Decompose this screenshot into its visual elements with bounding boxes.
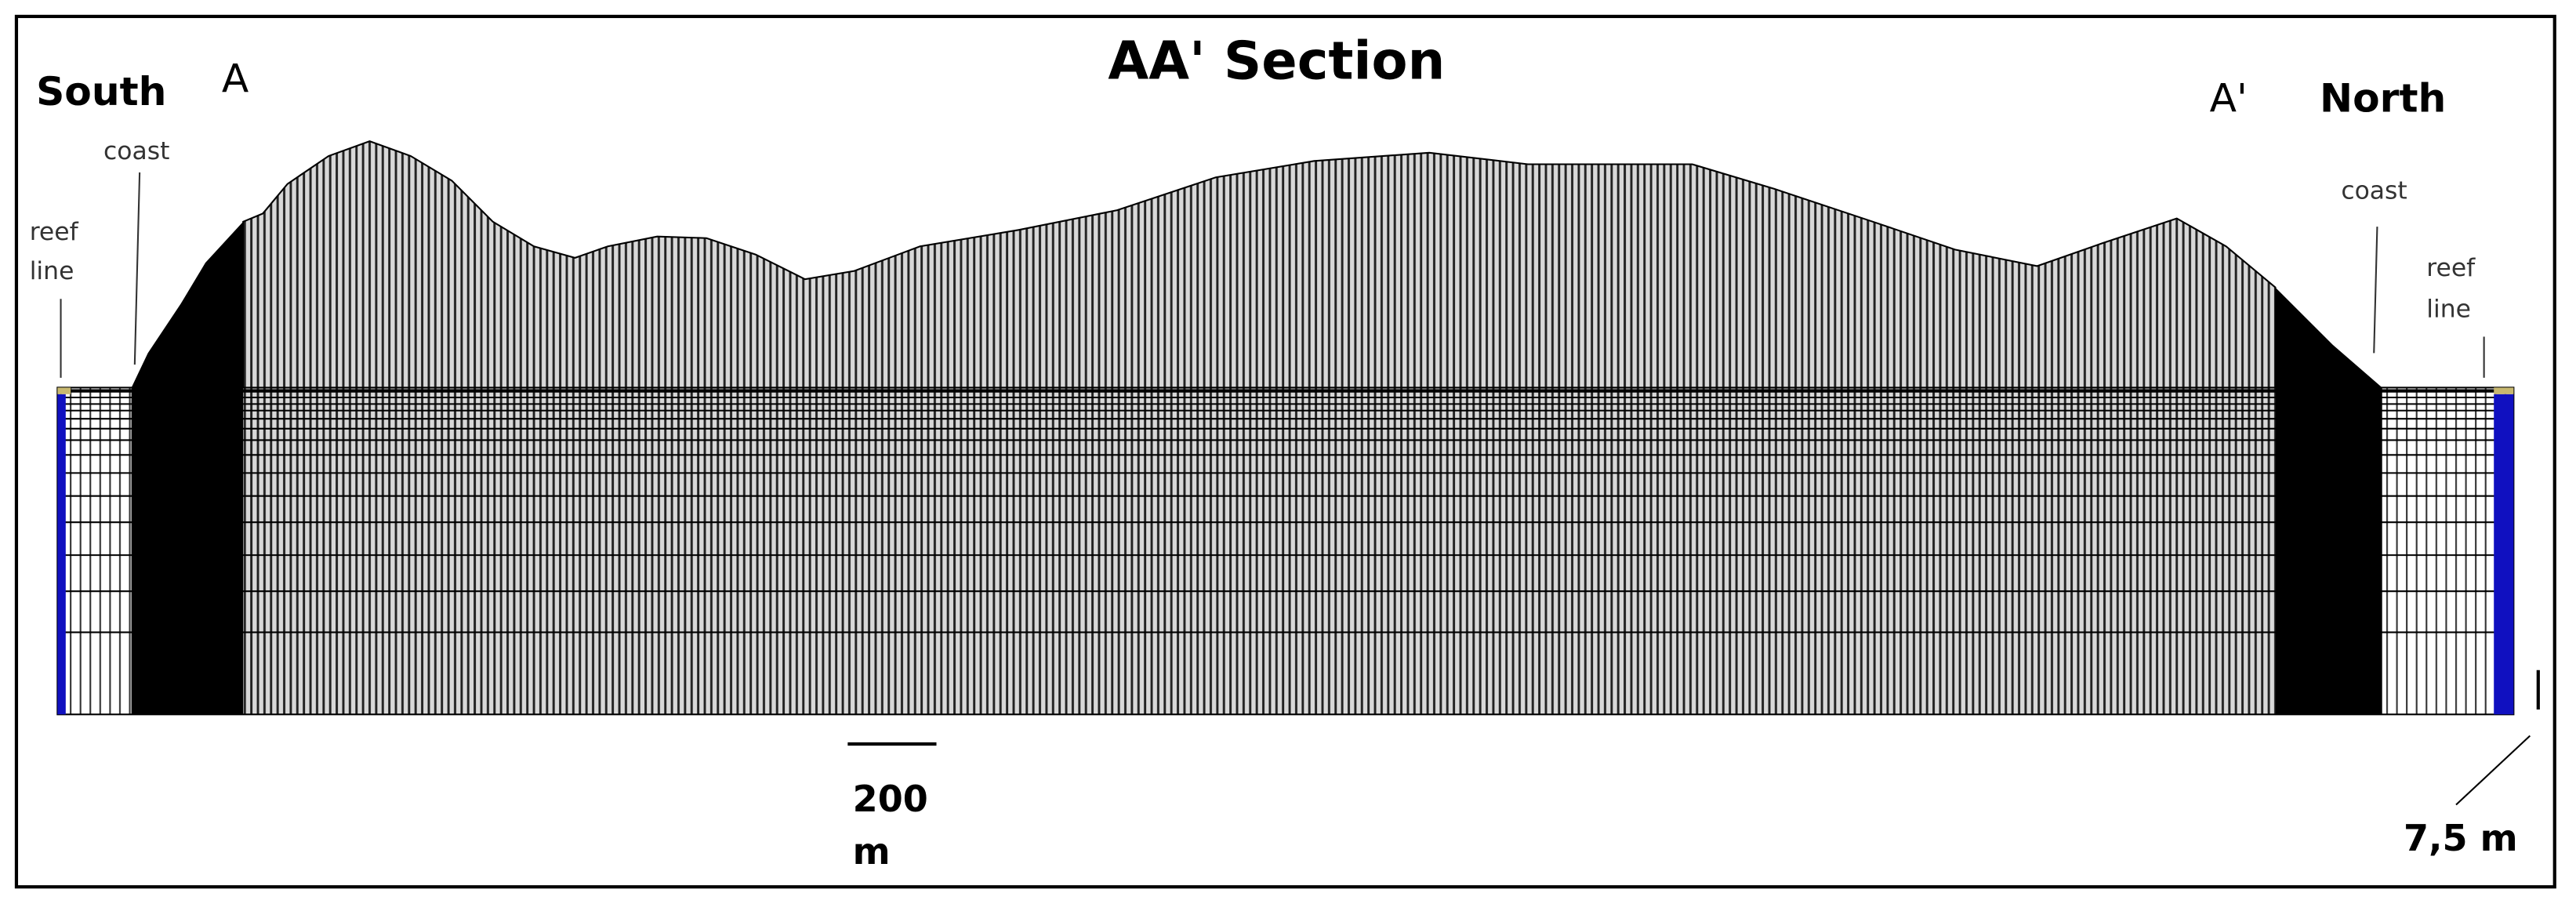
coast-pointer-left bbox=[133, 172, 141, 365]
a-prime-label: A' bbox=[2210, 74, 2248, 121]
north-slope bbox=[2275, 287, 2382, 715]
reef-left-1: reef bbox=[30, 218, 79, 246]
coast-pointer-right bbox=[2373, 227, 2378, 354]
reef-right bbox=[2494, 387, 2514, 394]
a-label: A bbox=[222, 55, 249, 101]
vertical-scale-pointer bbox=[2455, 735, 2531, 806]
reef-water-left bbox=[57, 394, 66, 715]
reef-left-2: line bbox=[30, 257, 74, 285]
coast-left: coast bbox=[103, 137, 169, 165]
south-slope bbox=[131, 221, 244, 715]
reef-right-1: reef bbox=[2426, 254, 2476, 282]
scale-h-2: m bbox=[853, 830, 891, 873]
reef-right-2: line bbox=[2426, 295, 2471, 323]
north-label: North bbox=[2320, 74, 2446, 121]
scale-v: 7,5 m bbox=[2404, 817, 2518, 859]
coast-right: coast bbox=[2341, 176, 2407, 205]
reef-left bbox=[57, 387, 71, 394]
title: AA' Section bbox=[1108, 31, 1445, 92]
terrain bbox=[242, 140, 2277, 389]
reef-water-right bbox=[2494, 394, 2514, 715]
scale-h-1: 200 bbox=[853, 778, 928, 820]
south-label: South bbox=[36, 68, 166, 114]
